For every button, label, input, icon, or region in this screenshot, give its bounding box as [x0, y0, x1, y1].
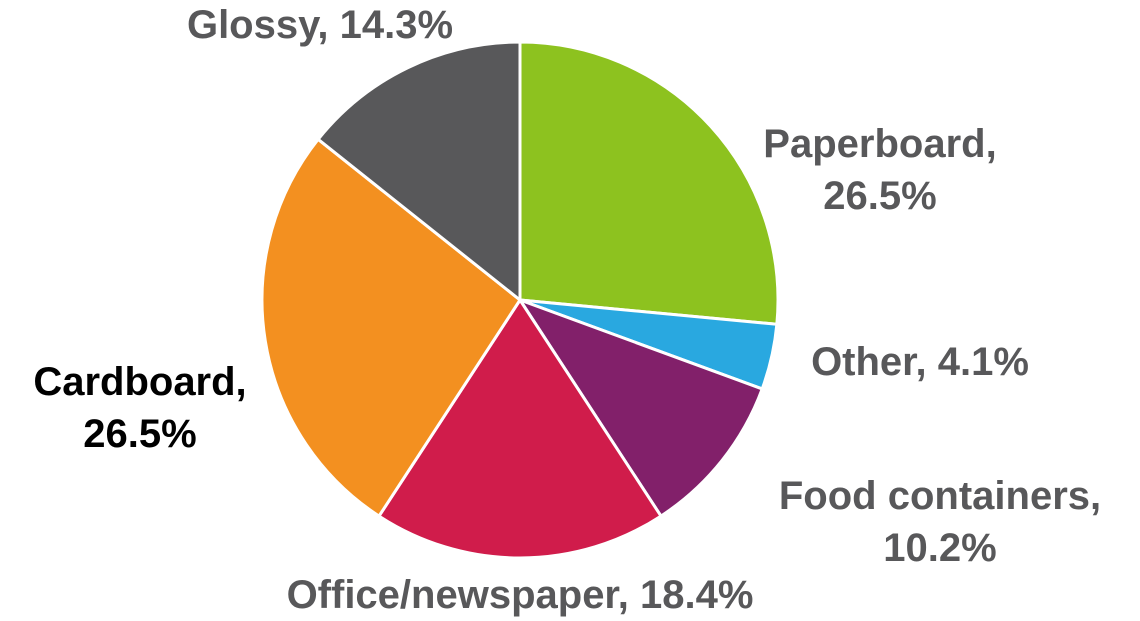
pie-slice — [260, 137, 522, 518]
data-label: Office/newspaper, 18.4% — [286, 573, 754, 617]
data-label: Food containers, 10.2% — [778, 474, 1102, 570]
pie-slice — [518, 40, 780, 326]
data-label: Cardboard, 26.5% — [33, 360, 247, 456]
pie-slice — [518, 298, 764, 518]
pie-slice — [316, 40, 522, 302]
pie-slice — [377, 298, 663, 560]
data-label: Glossy, 14.3% — [186, 3, 454, 47]
data-label: Other, 4.1% — [811, 340, 1029, 384]
data-label: Paperboard, 26.5% — [763, 122, 997, 218]
